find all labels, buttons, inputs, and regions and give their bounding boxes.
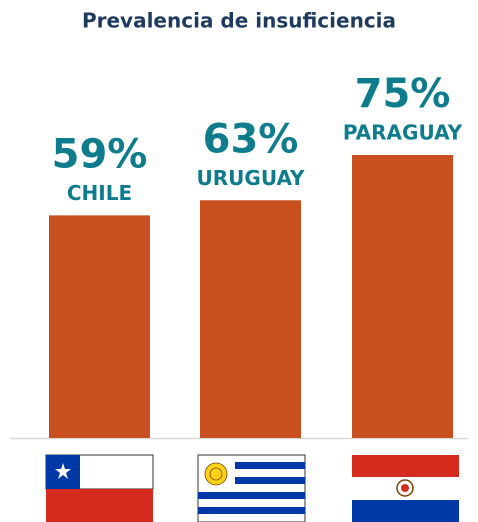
flag-chile (45, 454, 154, 522)
bar (49, 215, 150, 438)
flag-uruguay (197, 454, 306, 522)
value-label: 75% (355, 71, 451, 117)
bar (200, 200, 301, 438)
value-label: 63% (203, 116, 299, 162)
category-label: PARAGUAY (343, 121, 463, 145)
category-label: URUGUAY (197, 166, 305, 190)
bar (352, 155, 453, 438)
value-label: 59% (52, 131, 148, 177)
category-label: CHILE (67, 181, 132, 205)
chart-title: Prevalencia de insuficiencia (82, 9, 396, 33)
flag-paraguay (352, 455, 459, 522)
